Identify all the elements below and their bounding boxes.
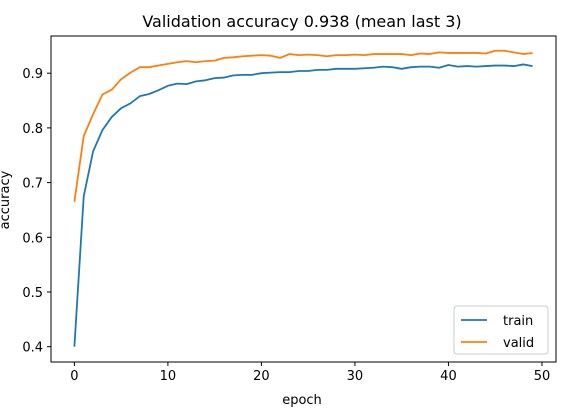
chart-title: Validation accuracy 0.938 (mean last 3): [142, 12, 461, 31]
y-tick-label: 0.9: [22, 67, 43, 82]
x-tick-label: 10: [160, 369, 177, 384]
x-axis-label: epoch: [282, 393, 322, 408]
x-tick-label: 50: [534, 369, 551, 384]
x-tick-label: 20: [253, 369, 270, 384]
y-tick-label: 0.6: [22, 231, 43, 246]
plot-frame: [50, 35, 557, 363]
y-axis-label: accuracy: [0, 170, 13, 229]
x-tick-label: 30: [347, 369, 364, 384]
legend-label-train: train: [503, 314, 533, 329]
x-tick-label: 0: [70, 369, 78, 384]
y-tick-label: 0.8: [22, 122, 43, 137]
series-line-valid: [73, 49, 533, 202]
plot-area: [50, 35, 557, 363]
legend-label-valid: valid: [503, 336, 534, 351]
x-tick-label: 40: [440, 369, 457, 384]
x-axis: 0 10 20 30 40 50: [70, 362, 550, 384]
y-axis: 0.4 0.5 0.6 0.7 0.8 0.9: [22, 67, 51, 356]
y-tick-label: 0.7: [22, 177, 43, 192]
y-tick-label: 0.5: [22, 286, 43, 301]
series-line-train: [73, 63, 533, 347]
legend: train valid: [453, 305, 549, 355]
y-tick-label: 0.4: [22, 341, 43, 356]
